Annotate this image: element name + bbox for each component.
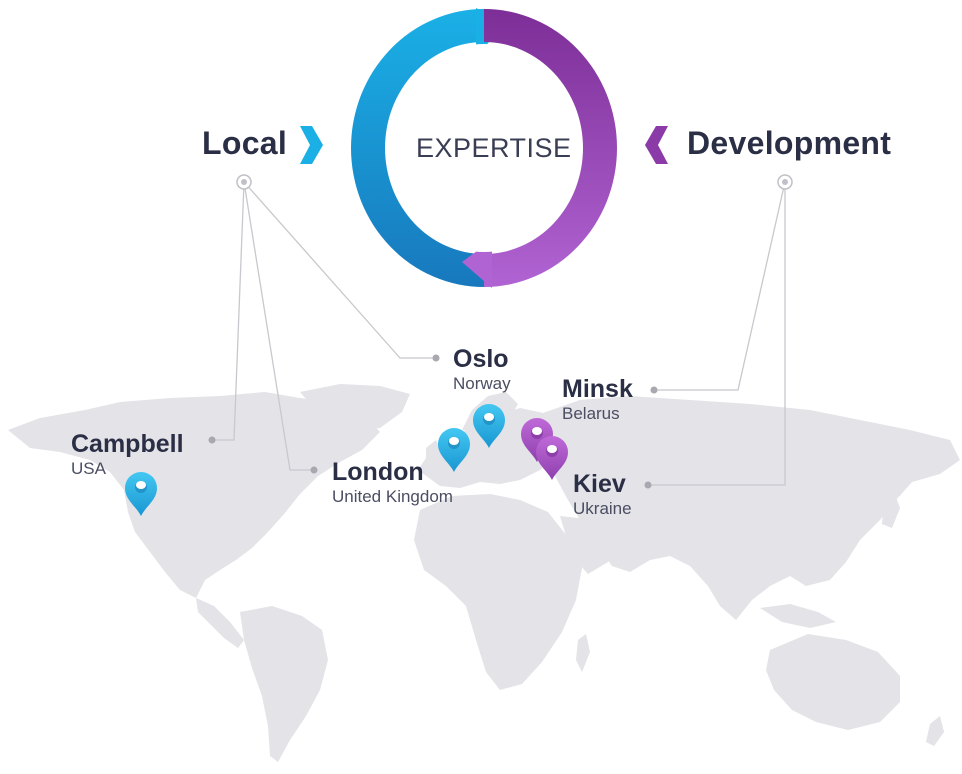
arabia-shape [560, 516, 618, 574]
cycle-arrowhead-development [462, 240, 492, 288]
country-name: USA [71, 459, 106, 478]
endpoint-dot-minsk [650, 386, 658, 394]
asia-shape [540, 396, 960, 620]
arrow-right-icon [300, 126, 323, 164]
connector-local-campbell [214, 181, 245, 441]
endpoint-dot-campbell [208, 436, 216, 444]
hub-marker-development [777, 174, 793, 190]
cycle-arc-development [484, 9, 617, 287]
japan-shape [882, 492, 900, 528]
north-america-shape [8, 392, 380, 598]
pin-oslo[interactable] [473, 404, 505, 448]
connector-local-london [243, 181, 312, 471]
country-name: Norway [453, 374, 511, 393]
country-name: United Kingdom [332, 487, 453, 506]
central-america-shape [196, 598, 244, 648]
south-america-shape [240, 606, 328, 762]
connector-lines [214, 181, 786, 486]
connector-development-kiev [650, 182, 786, 486]
uk-shape [426, 440, 442, 466]
new-zealand-shape [926, 716, 944, 746]
country-name: Ukraine [573, 499, 632, 518]
cycle-arc-local [351, 9, 484, 287]
local-heading: Local [202, 125, 288, 161]
arrow-left-icon [645, 126, 668, 164]
connector-local-oslo [243, 181, 434, 359]
pin-kiev[interactable] [536, 436, 568, 480]
location-minsk: Minsk Belarus [562, 376, 633, 424]
pin-london[interactable] [438, 428, 470, 472]
connector-development-minsk [656, 181, 786, 391]
hub-marker-local [236, 174, 252, 190]
city-name: London [332, 458, 424, 486]
pin-campbell[interactable] [125, 472, 157, 516]
greenland-shape [300, 384, 410, 430]
country-name: Belarus [562, 404, 620, 423]
endpoint-dot-london [310, 466, 318, 474]
expertise-label: EXPERTISE [416, 133, 572, 163]
endpoint-dot-kiev [644, 481, 652, 489]
madagascar-shape [576, 634, 590, 672]
endpoint-dots [208, 354, 658, 489]
city-name: Minsk [562, 375, 633, 403]
location-campbell: Campbell USA [71, 431, 184, 479]
development-heading: Development [687, 125, 892, 161]
africa-shape [414, 494, 582, 690]
city-name: Oslo [453, 345, 509, 373]
endpoint-dot-oslo [432, 354, 440, 362]
city-name: Kiev [573, 470, 626, 498]
expertise-cycle [351, 8, 617, 288]
city-name: Campbell [71, 430, 184, 458]
location-kiev: Kiev Ukraine [573, 471, 632, 519]
location-london: London United Kingdom [332, 459, 453, 507]
australia-shape [766, 634, 900, 730]
indonesia-shape [760, 604, 836, 628]
location-oslo: Oslo Norway [453, 346, 511, 394]
